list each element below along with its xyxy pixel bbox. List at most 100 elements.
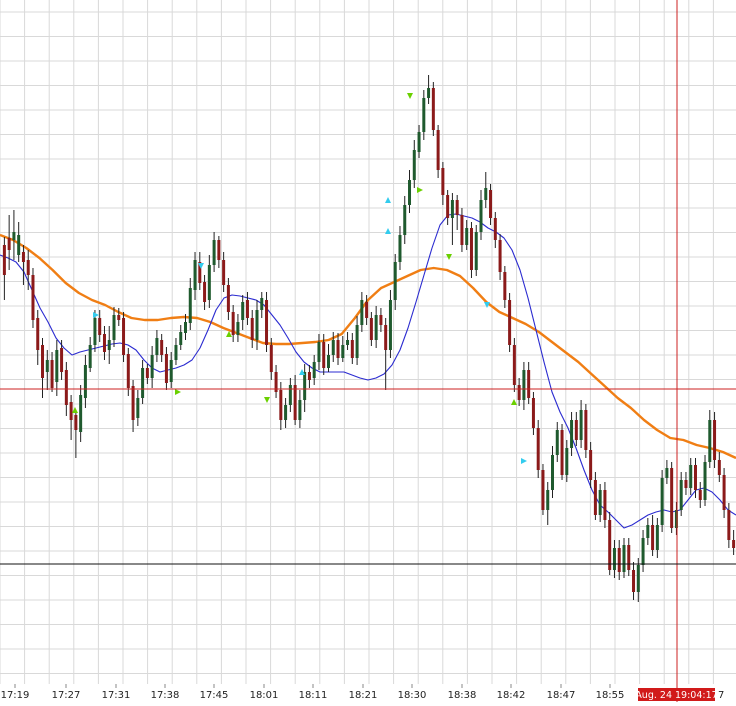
candle-body (2, 245, 6, 275)
axis-tick-label: 18:47 (547, 690, 576, 701)
candle-body (617, 548, 621, 572)
axis-tick-label: 18:30 (398, 690, 427, 701)
candle-body (322, 342, 326, 368)
candle-body (460, 215, 464, 245)
candle-body (117, 315, 121, 320)
axis-tick-label: 18:21 (349, 690, 378, 701)
candlestick-series (2, 75, 736, 602)
candle-body (55, 350, 59, 382)
candle (222, 252, 226, 292)
candle (369, 312, 373, 346)
candle-body (546, 490, 550, 510)
candle (198, 252, 202, 290)
candle-body (560, 430, 564, 475)
candle-body (565, 448, 569, 475)
candle (131, 380, 135, 432)
candle-body (517, 385, 521, 400)
candle (141, 360, 145, 404)
candle-body (479, 200, 483, 232)
candle-body (651, 525, 655, 550)
candle-body (255, 310, 259, 340)
candle (179, 325, 183, 350)
axis-tick-label: 18:38 (448, 690, 477, 701)
candle-body (708, 420, 712, 462)
candle-body (403, 205, 407, 235)
candle (241, 295, 245, 330)
candle (26, 250, 30, 290)
candle-body (293, 385, 297, 420)
axis-tick-label: 18:01 (250, 690, 279, 701)
candle (226, 278, 230, 320)
moving-averages (0, 213, 736, 529)
candle (536, 420, 540, 478)
candle-body (369, 318, 373, 340)
candle (408, 170, 412, 213)
candle (284, 398, 288, 428)
candle-body (122, 318, 126, 355)
candle (98, 310, 102, 342)
candle (574, 412, 578, 446)
candle-body (231, 312, 235, 335)
candle (265, 292, 269, 352)
candle (326, 344, 330, 372)
candle-body (284, 405, 288, 420)
candle (646, 518, 650, 545)
candle (717, 452, 721, 482)
candle-body (484, 188, 488, 200)
candle-body (684, 480, 688, 488)
candle (412, 140, 416, 188)
candle (641, 530, 645, 572)
candle (150, 346, 154, 388)
candle-body (269, 345, 273, 372)
candle-body (179, 332, 183, 345)
candle (617, 540, 621, 580)
candle-body (207, 265, 211, 300)
candle (546, 482, 550, 525)
candle-body (660, 478, 664, 525)
candle-body (636, 565, 640, 592)
candle-body (541, 470, 545, 510)
candle-body (198, 262, 202, 283)
candle-body (112, 315, 116, 340)
candle-body (169, 360, 173, 382)
candle (674, 502, 678, 535)
candle (589, 442, 593, 488)
candle (74, 410, 78, 458)
candle (317, 334, 321, 370)
candle (184, 314, 187, 340)
candle (188, 278, 192, 330)
candle-body (307, 372, 311, 380)
axis-tick-label: 17:45 (200, 690, 229, 701)
candle (260, 292, 264, 318)
candle (255, 300, 259, 350)
candle (145, 364, 149, 384)
candle (79, 385, 83, 442)
candle (403, 196, 407, 244)
candle-body (74, 415, 78, 430)
axis-tick-label: 18:55 (596, 690, 625, 701)
candle-body (441, 168, 445, 195)
candle (169, 352, 173, 388)
candle (441, 162, 445, 205)
candle-body (36, 318, 40, 350)
candle (88, 337, 92, 372)
signal-marker (226, 331, 232, 337)
candle (374, 306, 378, 348)
candle (636, 558, 640, 602)
signal-marker (417, 187, 423, 193)
candle-body (155, 338, 159, 355)
candle-body (83, 365, 87, 398)
axis-tick-label-fragment: 7 (718, 690, 724, 701)
candle-body (12, 232, 16, 240)
candle-body (679, 480, 683, 510)
candle (560, 424, 564, 480)
candle-body (536, 428, 540, 470)
candle (388, 290, 392, 358)
candle-body (279, 390, 283, 420)
candle-body (265, 300, 269, 345)
candle (684, 472, 688, 495)
candle-body (465, 228, 469, 245)
